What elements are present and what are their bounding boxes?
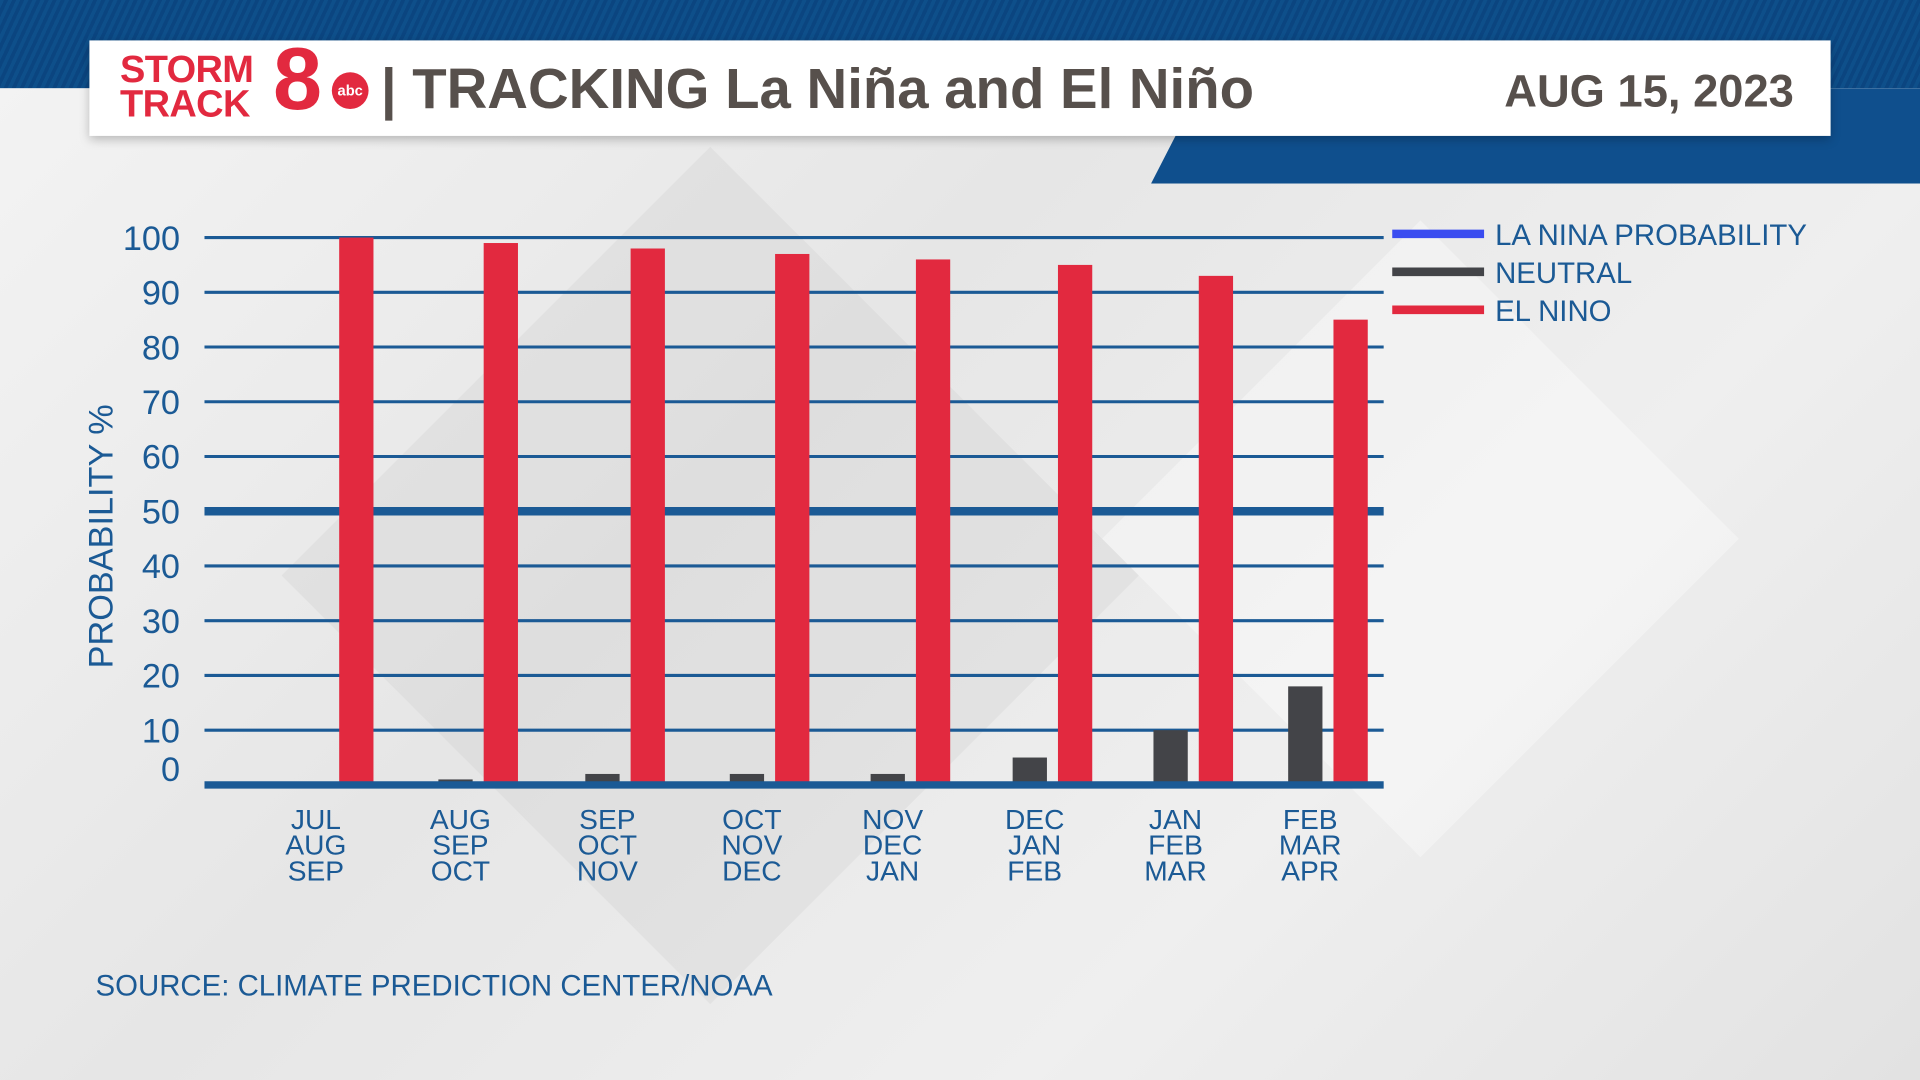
bar-el-nino	[339, 237, 374, 785]
y-tick-label: 60	[142, 439, 180, 477]
x-tick-label: MAR	[1144, 855, 1207, 886]
x-tick-label: OCT	[578, 830, 637, 861]
bar-el-nino	[483, 243, 518, 785]
x-tick-label: SEP	[579, 804, 635, 835]
bar-neutral	[1288, 686, 1323, 785]
x-tick-label: AUG	[285, 830, 346, 861]
bar-el-nino	[1198, 275, 1234, 785]
y-tick-label: 70	[142, 384, 180, 422]
legend-label: LA NINA PROBABILITY	[1495, 219, 1807, 252]
x-tick-label: NOV	[862, 804, 923, 835]
bar-el-nino	[1333, 319, 1368, 785]
x-tick-label: APR	[1281, 855, 1339, 886]
x-tick-label: NOV	[721, 830, 782, 861]
bar-neutral	[729, 773, 765, 785]
source-note: SOURCE: CLIMATE PREDICTION CENTER/NOAA	[95, 969, 773, 1003]
legend-label: EL NINO	[1495, 295, 1611, 328]
y-tick-label: 80	[142, 329, 180, 367]
x-tick-label: DEC	[1005, 804, 1064, 835]
header-bar: STORM TRACK 8 abc | TRACKING La Niña and …	[89, 36, 1831, 136]
y-tick-label: 50	[142, 493, 180, 531]
y-tick-label: 40	[142, 548, 180, 586]
bar-neutral	[870, 773, 905, 785]
station-logo: STORM TRACK	[120, 47, 254, 125]
bar-neutral	[1012, 757, 1047, 785]
bar-el-nino	[630, 248, 665, 785]
x-tick-label: NOV	[577, 855, 638, 886]
y-axis-label: PROBABILITY %	[83, 404, 121, 668]
x-tick-label: JUL	[291, 804, 341, 835]
y-tick-label: 0	[161, 751, 180, 789]
x-tick-label: OCT	[722, 804, 781, 835]
page-title: | TRACKING La Niña and El Niño	[380, 56, 1255, 121]
y-tick-label: 30	[142, 603, 180, 641]
x-tick-label: SEP	[288, 855, 344, 886]
x-tick-label: FEB	[1148, 830, 1203, 861]
x-tick-label: DEC	[863, 830, 922, 861]
bar-neutral	[1153, 730, 1188, 785]
station-logo-number: 8	[273, 30, 323, 129]
x-tick-label: FEB	[1283, 804, 1338, 835]
x-tick-label: OCT	[431, 855, 490, 886]
x-tick-label: SEP	[432, 830, 488, 861]
x-tick-label: AUG	[430, 804, 491, 835]
x-tick-label: MAR	[1279, 830, 1342, 861]
y-tick-label: 100	[123, 220, 180, 258]
x-tick-label: DEC	[722, 855, 781, 886]
y-tick-label: 90	[142, 275, 180, 313]
legend-label: NEUTRAL	[1495, 257, 1632, 290]
bar-neutral	[585, 773, 620, 785]
x-tick-label: JAN	[1008, 830, 1061, 861]
x-tick-label: JAN	[1149, 804, 1202, 835]
bar-el-nino	[775, 253, 810, 785]
y-tick-label: 20	[142, 658, 180, 696]
date-label: AUG 15, 2023	[1504, 66, 1794, 117]
x-tick-label: FEB	[1007, 855, 1062, 886]
bar-el-nino	[1057, 264, 1093, 785]
network-logo: abc	[331, 72, 369, 109]
bar-el-nino	[915, 259, 951, 785]
x-tick-label: JAN	[866, 855, 919, 886]
y-tick-label: 10	[142, 712, 180, 750]
